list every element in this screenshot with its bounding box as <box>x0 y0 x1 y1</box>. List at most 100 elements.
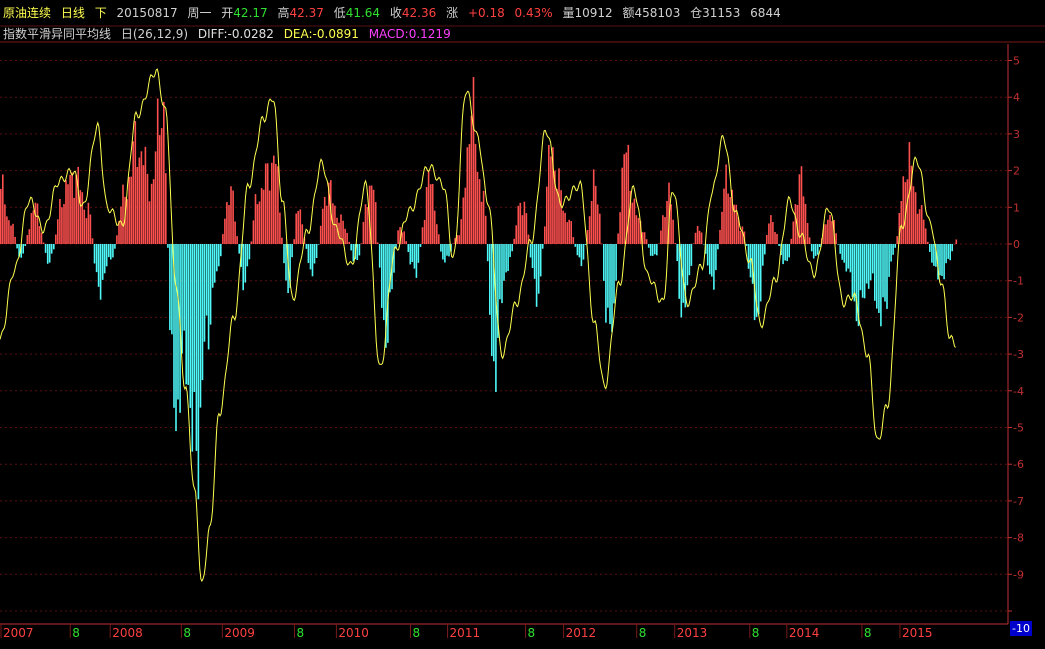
macd-bar <box>953 243 956 245</box>
macd-bar <box>362 221 365 244</box>
axis-min-badge: -10 <box>1010 621 1032 636</box>
macd-bar <box>266 163 269 244</box>
macd-bar <box>544 226 546 244</box>
macd-bar <box>356 244 359 260</box>
macd-bar <box>590 201 593 244</box>
macd-bar <box>723 188 725 244</box>
macd-bar <box>682 244 685 303</box>
macd-bar <box>262 189 265 244</box>
macd-bar <box>804 203 807 244</box>
macd-bar <box>766 235 768 244</box>
macd-bar <box>340 214 342 244</box>
macd-bar <box>87 202 90 244</box>
period-label[interactable]: 日线 <box>60 6 85 20</box>
macd-bar <box>144 146 147 244</box>
macd-bar <box>71 172 73 244</box>
macd-bar <box>768 223 770 244</box>
macd-bar <box>747 244 750 269</box>
macd-bar <box>849 244 852 273</box>
indicator-params[interactable]: 日(26,12,9) <box>120 27 189 41</box>
y-tick-label: 2 <box>1013 165 1020 178</box>
macd-bar <box>924 228 927 244</box>
macd-bar <box>596 204 599 244</box>
extra-value: 6844 <box>750 6 781 20</box>
macd-bar <box>454 238 456 244</box>
macd-bar <box>126 199 128 244</box>
macd-bar <box>191 244 194 452</box>
macd-bar <box>649 244 652 256</box>
x-tick-label: 2013 <box>677 626 708 640</box>
macd-bar <box>50 244 53 254</box>
macd-bar <box>438 234 440 244</box>
macd-bar <box>902 176 905 244</box>
macd-bar <box>99 244 102 300</box>
macd-bar <box>613 244 615 304</box>
macd-bar <box>59 199 61 244</box>
macd-bar <box>914 192 917 244</box>
macd-bar <box>560 190 562 244</box>
macd-bar <box>906 179 909 244</box>
macd-bar <box>564 212 566 244</box>
macd-bar <box>122 184 124 244</box>
macd-bar <box>75 174 77 244</box>
y-tick-label: -3 <box>1013 348 1024 361</box>
macd-bar <box>12 223 14 244</box>
macd-bar <box>686 244 689 286</box>
macd-bar <box>199 244 202 408</box>
macd-bar <box>256 204 259 244</box>
macd-bar <box>185 244 187 385</box>
macd-bar <box>321 208 324 244</box>
macd-bar <box>22 244 24 254</box>
macd-bar <box>513 238 515 244</box>
macd-bar <box>30 213 33 244</box>
macd-bar <box>116 235 118 244</box>
macd-bar <box>108 244 110 258</box>
x-tick-label: 2008 <box>112 626 143 640</box>
macd-bar <box>688 244 691 276</box>
macd-bar <box>165 173 167 244</box>
macd-bar <box>397 230 399 244</box>
macd-bar <box>676 244 678 261</box>
macd-bar <box>381 244 383 308</box>
x-tick-label: 8 <box>183 626 191 640</box>
macd-bar <box>83 209 86 244</box>
macd-bar <box>152 179 155 244</box>
direction-label[interactable]: 下 <box>94 6 107 20</box>
macd-bar <box>731 189 733 244</box>
macd-bar <box>387 244 389 343</box>
macd-bar <box>865 244 868 284</box>
change-value: +0.18 <box>467 6 505 20</box>
macd-bar <box>672 219 674 244</box>
macd-bar <box>48 244 51 263</box>
macd-bar <box>2 174 4 244</box>
macd-bar <box>698 230 701 244</box>
macd-bar <box>105 244 108 267</box>
macd-bar <box>224 218 226 244</box>
macd-bar <box>935 244 937 267</box>
macd-bar <box>680 244 683 318</box>
macd-bar <box>203 244 206 342</box>
x-tick-label: 2012 <box>566 626 597 640</box>
macd-bar <box>586 230 589 244</box>
macd-bar <box>238 244 240 254</box>
macd-bar <box>28 229 31 244</box>
macd-bar <box>195 244 198 451</box>
macd-bar <box>872 244 874 274</box>
macd-bar <box>745 244 748 246</box>
instrument-title[interactable]: 原油连续 <box>3 6 52 20</box>
macd-bar <box>101 244 104 280</box>
macd-bar <box>323 196 326 244</box>
macd-bar <box>372 189 375 244</box>
macd-bar <box>440 244 442 252</box>
macd-bar <box>578 244 581 258</box>
macd-bar <box>138 157 141 244</box>
macd-bar <box>666 200 668 244</box>
macd-bar <box>36 203 39 244</box>
macd-bar <box>896 236 898 244</box>
macd-bar <box>694 232 697 244</box>
indicator-name[interactable]: 指数平滑异同平均线 <box>3 27 112 41</box>
macd-bar <box>831 221 833 244</box>
macd-bar <box>825 224 827 244</box>
macd-bar <box>254 194 257 244</box>
